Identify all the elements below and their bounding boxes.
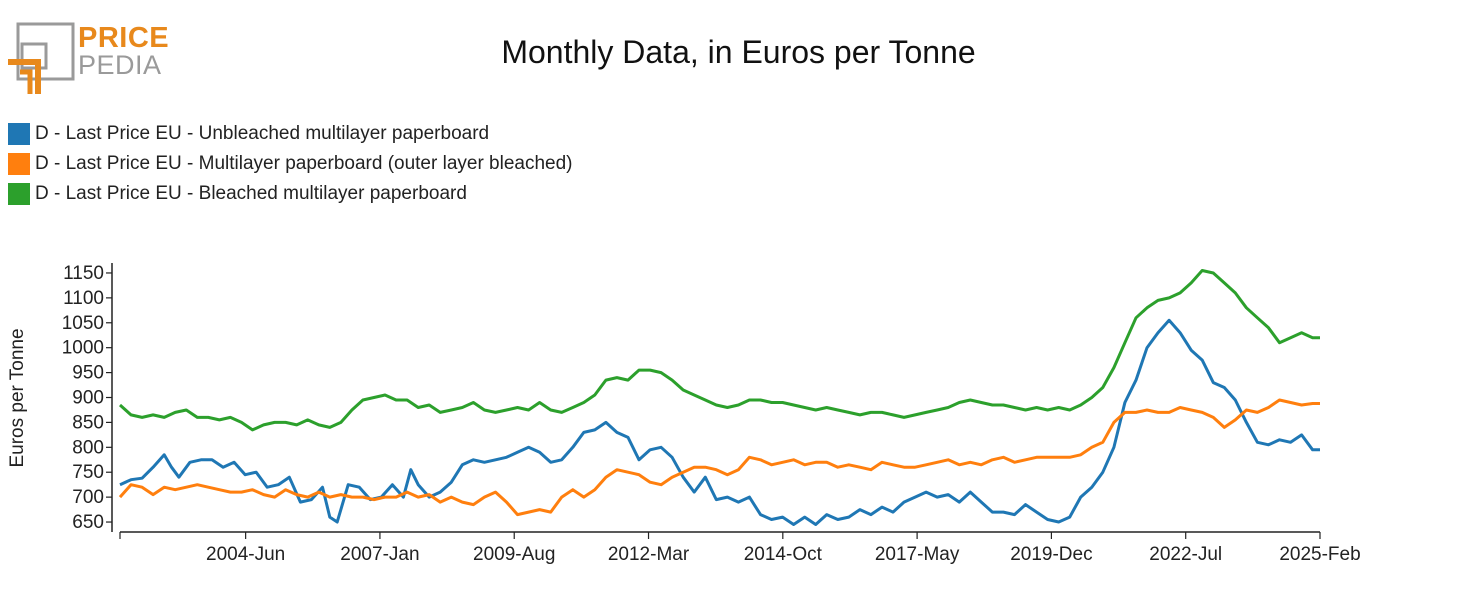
x-tick-label: 2022-Jul [1149, 544, 1222, 565]
series-layer [118, 269, 1320, 526]
x-tick-label: 2014-Oct [744, 544, 823, 565]
pricepedia-logo: PRICE PEDIA [8, 22, 170, 94]
x-axis: 2004-Jun 2007-Jan 2009-Aug 2012-Mar 2014-Oct… [119, 531, 1361, 565]
legend-swatch-unbleached [8, 123, 30, 145]
legend-label-bleached: D - Last Price EU - Bleached multilayer … [35, 183, 467, 204]
legend-swatch-bleached [8, 183, 30, 205]
y-tick-label: 750 [72, 462, 104, 483]
legend-item-unbleached[interactable]: D - Last Price EU - Unbleached multilaye… [8, 119, 573, 149]
y-tick-label: 850 [72, 412, 104, 433]
chart-title: Monthly Data, in Euros per Tonne [501, 34, 976, 70]
y-tick-label: 650 [72, 512, 104, 533]
legend-label-unbleached: D - Last Price EU - Unbleached multilaye… [35, 123, 490, 144]
legend-swatch-outer-bleached [8, 153, 30, 175]
y-tick-label: 900 [72, 388, 104, 409]
legend-label-outer-bleached: D - Last Price EU - Multilayer paperboar… [35, 153, 573, 174]
x-tick-label: 2009-Aug [473, 544, 555, 565]
y-tick-label: 1100 [63, 288, 104, 309]
x-tick-label: 2012-Mar [608, 544, 690, 565]
logo-mark-icon [8, 22, 75, 94]
chart-legend: D - Last Price EU - Unbleached multilaye… [8, 119, 573, 209]
series-line-2 [118, 269, 1320, 432]
legend-item-outer-bleached[interactable]: D - Last Price EU - Multilayer paperboar… [8, 149, 573, 179]
x-tick-label: 2025-Feb [1279, 544, 1360, 565]
series-line-1 [118, 398, 1320, 517]
y-tick-label: 800 [72, 437, 104, 458]
y-axis-label: Euros per Tonne [7, 328, 28, 467]
y-tick-label: 1050 [62, 313, 104, 334]
y-tick-label: 950 [72, 363, 104, 384]
logo-text-pedia: PEDIA [78, 50, 162, 80]
x-tick-label: 2007-Jan [340, 544, 419, 565]
y-tick-label: 1150 [63, 263, 104, 284]
y-axis: 650 700 750 800 850 900 950 1000 1050 1100 1150 [62, 263, 113, 533]
x-tick-label: 2017-May [875, 544, 960, 565]
y-tick-label: 700 [72, 487, 104, 508]
y-tick-label: 1000 [62, 338, 104, 359]
x-tick-label: 2004-Jun [206, 544, 285, 565]
legend-item-bleached[interactable]: D - Last Price EU - Bleached multilayer … [8, 179, 573, 209]
x-tick-label: 2019-Dec [1010, 544, 1092, 565]
logo-text-price: PRICE [78, 22, 170, 54]
